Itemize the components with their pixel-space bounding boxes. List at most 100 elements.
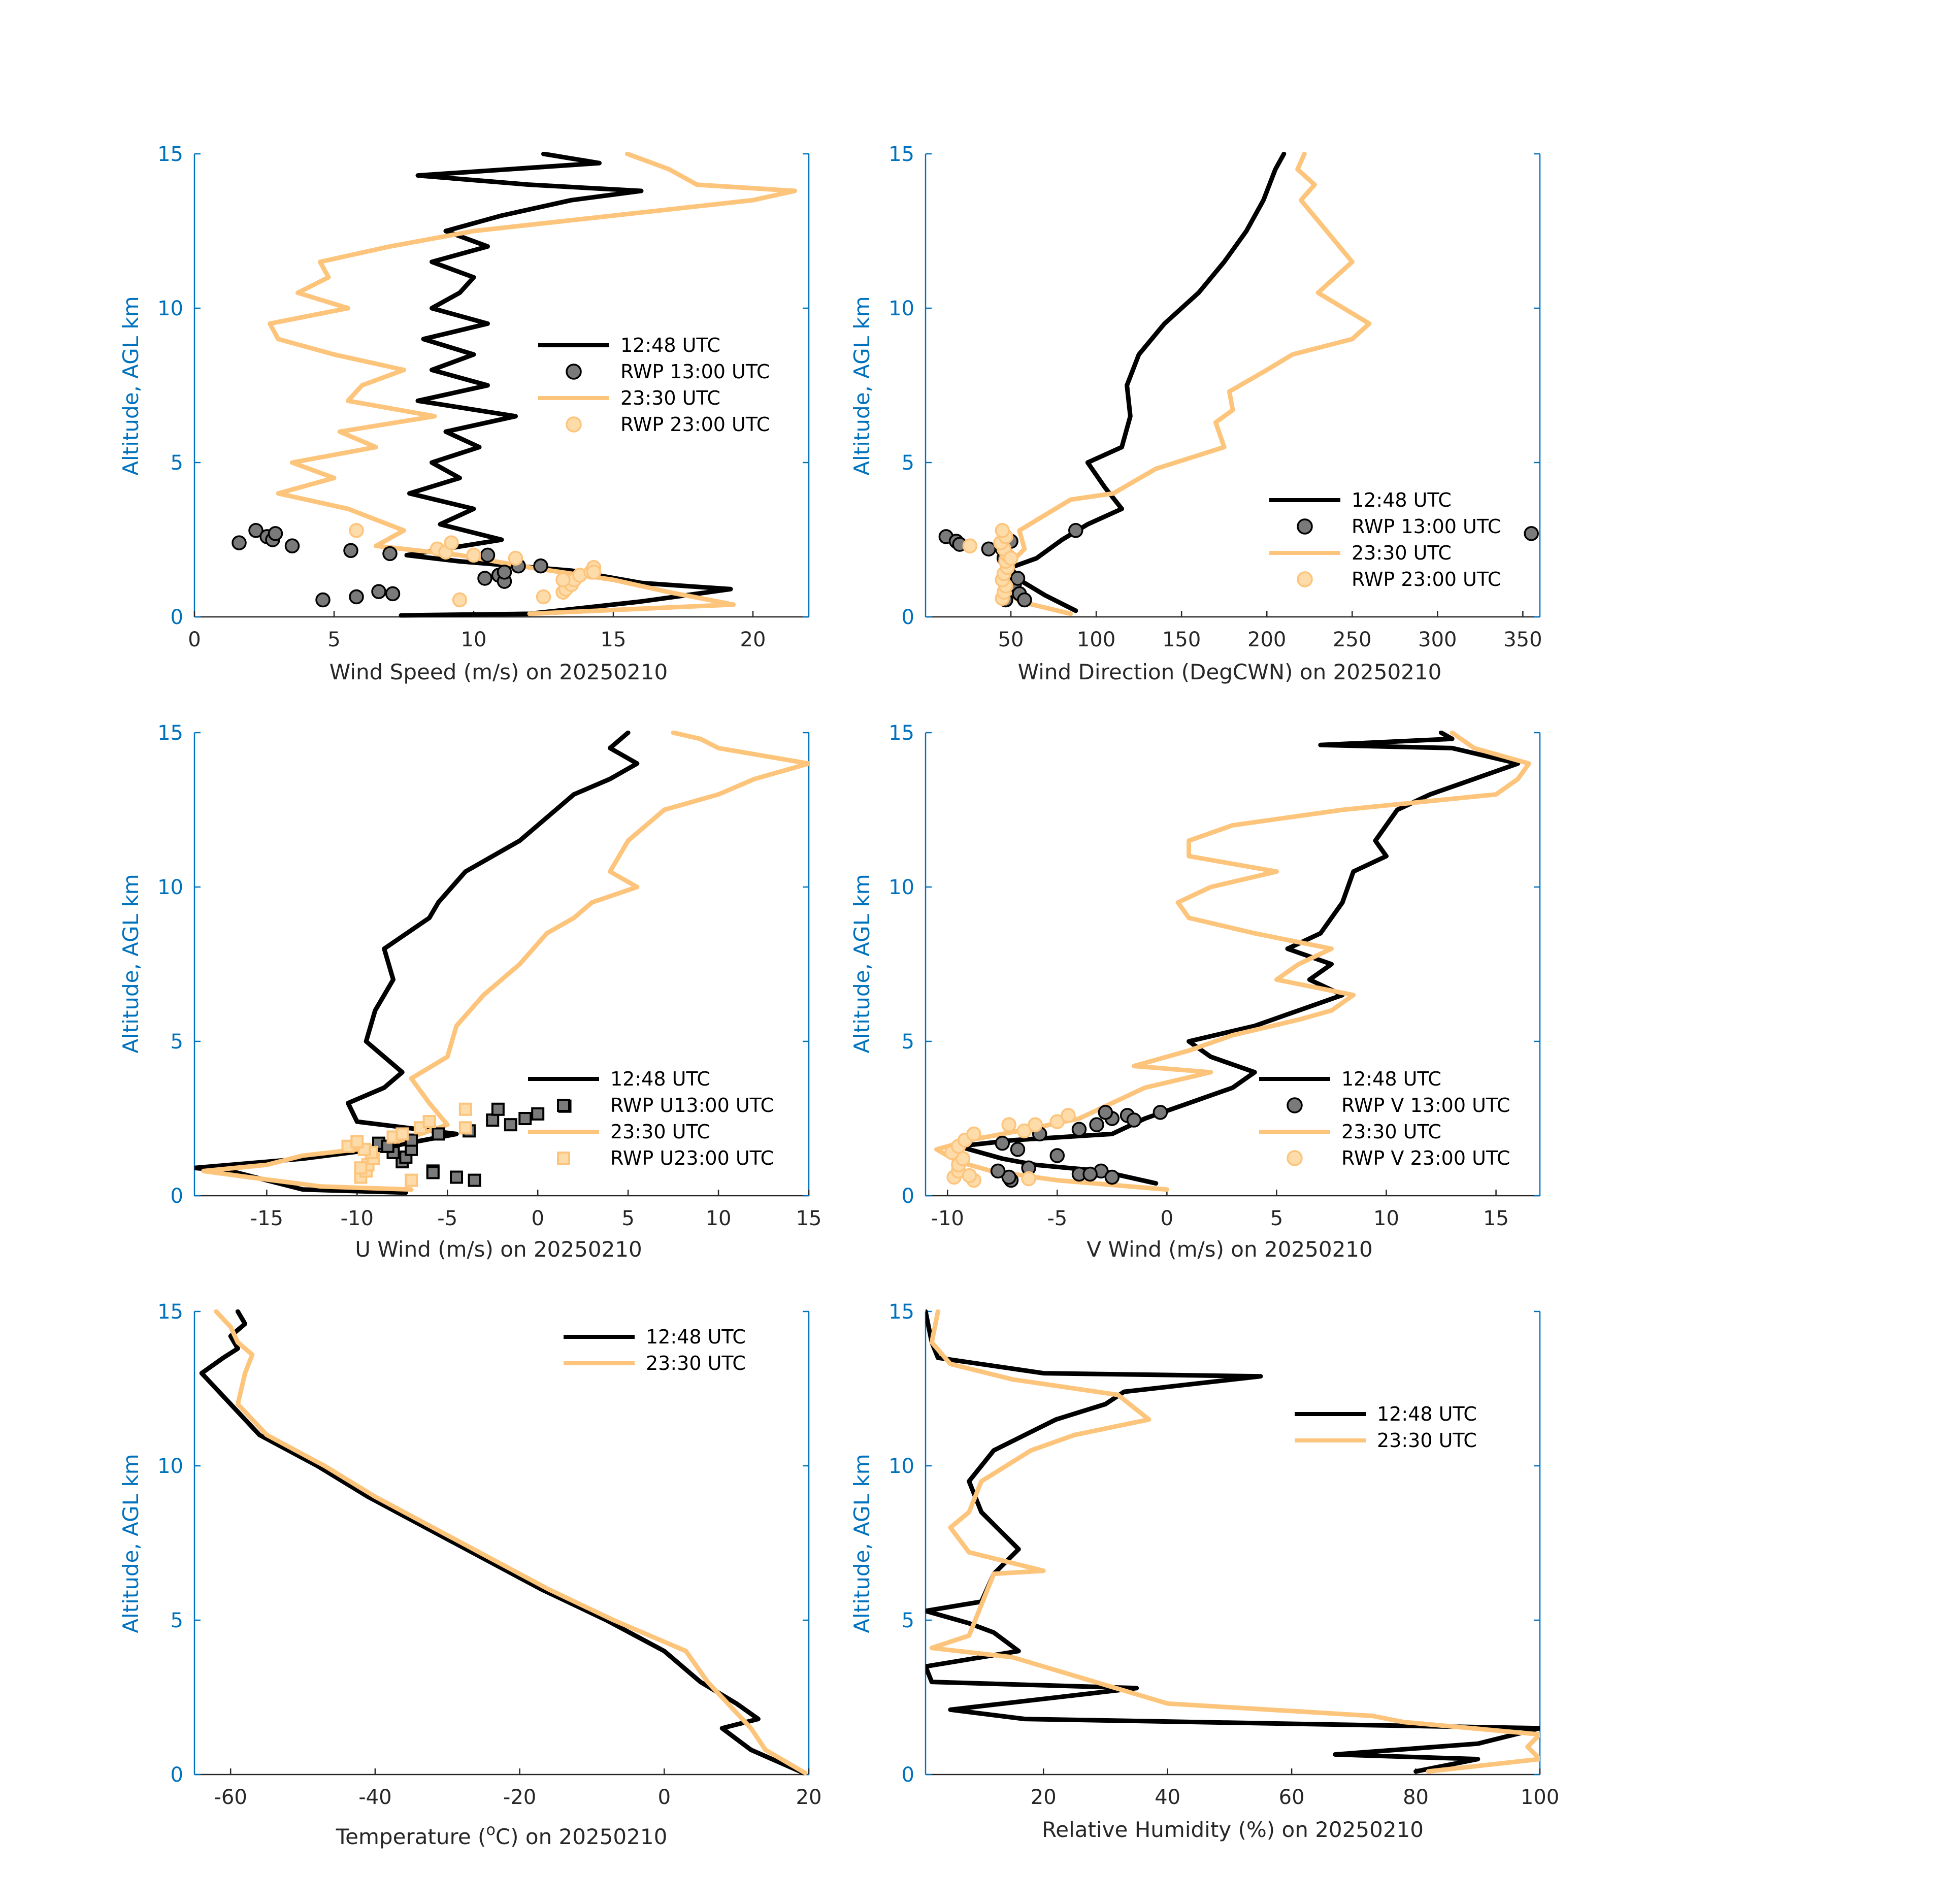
series-marker (371, 584, 386, 599)
series-line-12-48-utc (199, 1309, 806, 1776)
x-tick-label: 100 (1077, 628, 1115, 651)
y-tick-label: 5 (171, 451, 183, 475)
legend-label: 23:30 UTC (620, 387, 720, 409)
y-tick-label: 5 (902, 1609, 914, 1632)
legend-label: 23:30 UTC (1377, 1429, 1477, 1452)
series-line-12-48-utc (926, 1309, 1540, 1774)
series-marker (497, 565, 512, 580)
series-marker (452, 592, 468, 608)
series-marker (1010, 571, 1026, 586)
legend-label: RWP V 23:00 UTC (1341, 1147, 1510, 1169)
series-line-12-48-utc (399, 152, 733, 618)
panel-temperature: -60 -40 -20 0 20 0 5 10 15 12:48 UTC 23:30 UTC (157, 1300, 821, 1809)
series-marker (422, 1115, 436, 1129)
series-marker (444, 535, 459, 550)
series-marker (1098, 1105, 1113, 1120)
series-marker (508, 550, 523, 566)
x-tick-label: 0 (658, 1786, 671, 1809)
series-marker (531, 1107, 545, 1121)
series-marker (284, 538, 300, 553)
series-marker (1049, 1148, 1065, 1163)
x-tick-label: 15 (601, 628, 627, 651)
series-marker (458, 1121, 472, 1135)
x-tick-label: 5 (621, 1207, 634, 1230)
x-tick-label: -60 (214, 1786, 247, 1809)
legend-label: 23:30 UTC (1352, 542, 1452, 564)
series-marker (966, 1126, 981, 1142)
legend-label: RWP V 13:00 UTC (1341, 1094, 1510, 1117)
x-tick-label: 100 (1521, 1786, 1559, 1809)
series-marker (466, 547, 481, 563)
series-marker (232, 535, 247, 550)
x-axis-label: U Wind (m/s) on 20250210 (355, 1237, 642, 1262)
legend-marker (1297, 518, 1313, 535)
y-tick-label: 15 (888, 143, 914, 166)
legend-marker (566, 416, 582, 433)
series-marker (536, 589, 551, 605)
x-tick-label: 40 (1155, 1786, 1180, 1809)
series-marker (432, 1127, 445, 1141)
series-marker (1049, 1114, 1065, 1129)
series-marker (426, 1166, 440, 1179)
x-axis-label: Wind Direction (DegCWN) on 20250210 (1018, 660, 1442, 684)
y-axis-label: Altitude, AGL km (849, 296, 874, 475)
y-tick-label: 0 (902, 1763, 914, 1787)
series-marker (1017, 592, 1032, 608)
y-tick-label: 15 (157, 1300, 183, 1324)
y-tick-label: 5 (902, 1030, 914, 1054)
plot-area (938, 152, 1539, 616)
x-axis-label-main: Temperature ( (336, 1824, 486, 1849)
x-tick-label: 80 (1403, 1786, 1429, 1809)
legend-marker (557, 1152, 570, 1165)
y-tick-label: 10 (157, 297, 183, 320)
legend-label: RWP 13:00 UTC (1352, 515, 1501, 538)
y-tick-label: 5 (171, 1030, 183, 1054)
legend-label: RWP U13:00 UTC (610, 1094, 774, 1117)
y-tick-label: 5 (171, 1609, 183, 1632)
series-line-12-48-utc (1008, 152, 1287, 613)
x-tick-label: 15 (1483, 1207, 1509, 1230)
x-tick-label: 10 (461, 628, 487, 651)
y-tick-label: 10 (157, 876, 183, 899)
y-axis-label: Altitude, AGL km (118, 296, 143, 475)
x-tick-label: 150 (1162, 628, 1201, 651)
series-marker (518, 1112, 532, 1125)
panel-relative-humidity: 20 40 60 80 100 0 5 10 15 12:48 UTC 23:30 UTC (888, 1300, 1559, 1809)
legend-marker (1297, 571, 1313, 587)
series-marker (486, 1113, 500, 1127)
y-tick-label: 10 (888, 297, 914, 320)
x-tick-label: 200 (1247, 628, 1286, 651)
legend-label: 12:48 UTC (620, 334, 720, 356)
y-tick-label: 15 (157, 721, 183, 745)
y-axis-label: Altitude, AGL km (118, 1454, 143, 1633)
series-marker (1153, 1105, 1168, 1120)
y-tick-label: 0 (902, 1185, 914, 1208)
legend-label: RWP 23:00 UTC (620, 413, 770, 436)
x-tick-label: -5 (437, 1207, 457, 1230)
series-marker (1089, 1117, 1104, 1132)
series-marker (1003, 550, 1018, 566)
x-tick-label: 0 (188, 628, 201, 651)
series-marker (450, 1170, 464, 1184)
legend-label: RWP U23:00 UTC (610, 1147, 774, 1169)
x-tick-label: -5 (1047, 1207, 1067, 1230)
legend-marker (1287, 1150, 1303, 1166)
plot-area (232, 152, 797, 618)
x-tick-label: 50 (998, 628, 1024, 651)
y-tick-label: 15 (157, 143, 183, 166)
y-tick-label: 10 (888, 1455, 914, 1478)
series-line-23-30-utc (214, 1309, 808, 1776)
panel-wind-speed: 0 5 10 15 20 0 5 10 15 12:48 UTC RWP 13:00 UTC 23:3… (157, 143, 810, 651)
series-marker (480, 547, 496, 563)
legend-label: RWP 23:00 UTC (1352, 568, 1501, 590)
series-marker (385, 586, 401, 602)
series-marker (405, 1173, 418, 1187)
series-marker (1016, 1123, 1032, 1139)
panel-wind-direction: 50 100 150 200 250 300 350 0 5 10 15 12:48 UTC RWP 1… (888, 143, 1542, 651)
x-axis-label: Temperature (oC) on 20250210 (336, 1821, 668, 1849)
legend-label: 12:48 UTC (1352, 489, 1452, 511)
x-tick-label: 0 (1161, 1207, 1173, 1230)
series-marker (396, 1127, 409, 1141)
legend-label: 12:48 UTC (610, 1068, 710, 1090)
